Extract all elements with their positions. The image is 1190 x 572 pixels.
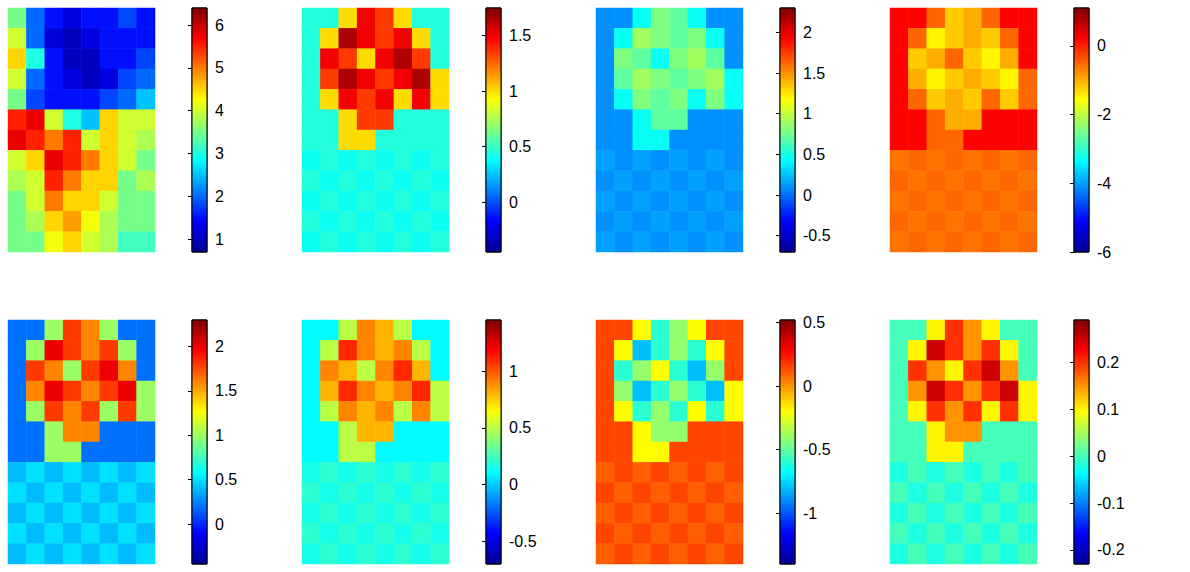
svg-text:1.5: 1.5 bbox=[803, 65, 825, 82]
svg-text:1: 1 bbox=[215, 231, 224, 248]
svg-text:0: 0 bbox=[509, 194, 518, 211]
svg-text:2: 2 bbox=[215, 338, 224, 355]
svg-text:0: 0 bbox=[1097, 448, 1106, 465]
svg-text:6: 6 bbox=[215, 17, 224, 34]
svg-text:0: 0 bbox=[1097, 37, 1106, 54]
svg-text:-0.2: -0.2 bbox=[1097, 541, 1125, 558]
svg-text:0: 0 bbox=[803, 187, 812, 204]
svg-text:0: 0 bbox=[803, 378, 812, 395]
svg-text:-0.5: -0.5 bbox=[509, 533, 537, 550]
svg-text:1: 1 bbox=[215, 427, 224, 444]
svg-text:-6: -6 bbox=[1097, 244, 1111, 261]
svg-text:0: 0 bbox=[509, 476, 518, 493]
svg-text:0.5: 0.5 bbox=[803, 314, 825, 331]
svg-text:3: 3 bbox=[215, 145, 224, 162]
svg-text:0.1: 0.1 bbox=[1097, 401, 1119, 418]
svg-text:-0.5: -0.5 bbox=[803, 441, 831, 458]
svg-text:0.2: 0.2 bbox=[1097, 354, 1119, 371]
svg-text:-1: -1 bbox=[803, 505, 817, 522]
svg-text:1: 1 bbox=[509, 83, 518, 100]
svg-text:5: 5 bbox=[215, 59, 224, 76]
svg-text:0.5: 0.5 bbox=[215, 471, 237, 488]
svg-text:0: 0 bbox=[215, 516, 224, 533]
svg-text:1.5: 1.5 bbox=[215, 382, 237, 399]
svg-text:2: 2 bbox=[215, 188, 224, 205]
svg-text:0.5: 0.5 bbox=[509, 138, 531, 155]
svg-text:1: 1 bbox=[509, 363, 518, 380]
svg-text:-0.5: -0.5 bbox=[803, 227, 831, 244]
svg-text:1.5: 1.5 bbox=[509, 27, 531, 44]
svg-text:2: 2 bbox=[803, 24, 812, 41]
svg-text:-0.1: -0.1 bbox=[1097, 495, 1125, 512]
svg-text:1: 1 bbox=[803, 105, 812, 122]
svg-text:4: 4 bbox=[215, 102, 224, 119]
svg-text:0.5: 0.5 bbox=[509, 419, 531, 436]
svg-text:-2: -2 bbox=[1097, 106, 1111, 123]
svg-text:-4: -4 bbox=[1097, 175, 1111, 192]
svg-text:0.5: 0.5 bbox=[803, 146, 825, 163]
